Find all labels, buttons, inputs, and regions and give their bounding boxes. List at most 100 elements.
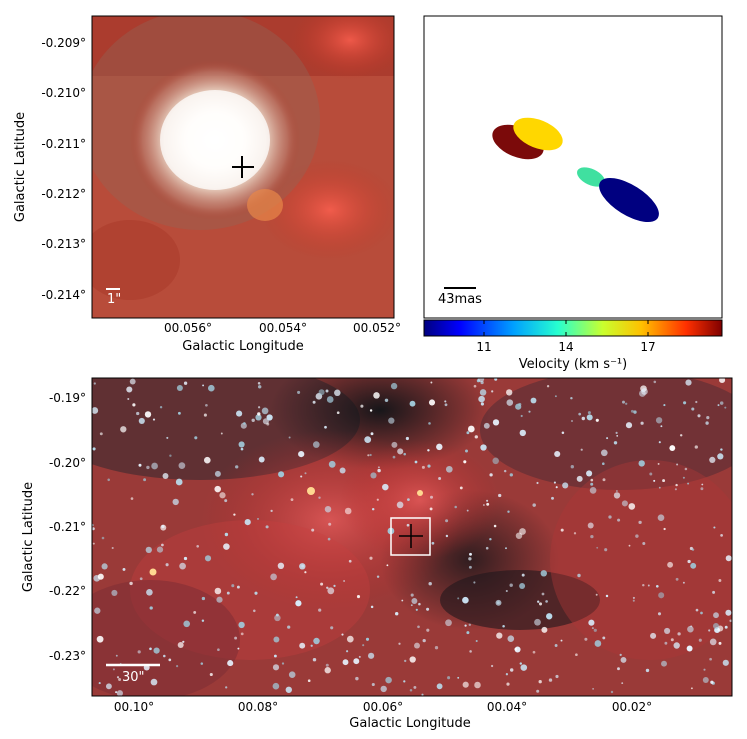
star xyxy=(333,584,336,588)
star xyxy=(638,520,642,525)
top-left-xticks: 00.056° 00.054° 00.052° xyxy=(164,321,401,335)
star xyxy=(145,546,152,554)
star xyxy=(695,608,699,612)
star xyxy=(498,493,502,498)
star xyxy=(272,664,280,671)
star xyxy=(468,557,472,561)
star xyxy=(600,449,608,457)
star xyxy=(606,437,609,440)
star xyxy=(358,655,361,658)
star xyxy=(143,478,147,482)
star xyxy=(658,486,661,489)
star xyxy=(92,447,96,451)
star xyxy=(304,472,307,475)
star xyxy=(708,629,711,632)
star xyxy=(690,625,693,628)
star xyxy=(313,637,320,645)
star xyxy=(390,382,398,390)
star xyxy=(318,608,322,612)
star xyxy=(257,385,262,389)
star xyxy=(465,449,468,453)
star xyxy=(589,487,597,494)
star xyxy=(227,660,234,667)
star xyxy=(367,454,370,457)
star xyxy=(628,503,636,510)
star xyxy=(691,548,695,551)
star xyxy=(454,505,457,509)
star xyxy=(224,532,229,537)
star xyxy=(445,465,453,473)
star xyxy=(169,454,172,457)
star xyxy=(591,627,594,630)
star xyxy=(445,619,452,627)
star xyxy=(382,483,389,491)
star xyxy=(555,486,558,489)
xtick-label: 00.054° xyxy=(259,321,307,335)
star xyxy=(444,403,448,407)
star xyxy=(625,402,628,405)
bottom-ylabel: Galactic Latitude xyxy=(21,482,36,592)
star xyxy=(700,611,703,615)
star xyxy=(642,542,646,545)
star xyxy=(657,514,665,522)
star xyxy=(307,487,315,495)
star xyxy=(105,683,112,690)
star xyxy=(667,561,674,568)
star xyxy=(130,497,134,500)
star xyxy=(409,656,416,663)
xtick-label: 00.052° xyxy=(353,321,401,335)
star xyxy=(628,544,631,547)
star xyxy=(96,635,104,643)
star xyxy=(414,460,418,464)
star xyxy=(657,462,660,465)
star xyxy=(702,677,709,683)
star xyxy=(413,685,417,689)
star xyxy=(290,498,294,502)
star xyxy=(93,382,96,385)
star xyxy=(138,417,145,424)
star xyxy=(604,548,608,552)
star xyxy=(111,546,114,550)
star xyxy=(586,414,593,421)
star xyxy=(562,482,569,489)
star xyxy=(485,546,489,550)
star xyxy=(369,556,373,560)
star xyxy=(273,636,280,643)
star xyxy=(520,414,523,418)
star xyxy=(709,638,717,646)
star xyxy=(682,581,685,584)
star xyxy=(281,662,285,665)
star xyxy=(235,465,239,469)
xtick-label: 00.02° xyxy=(612,700,652,714)
star xyxy=(238,441,245,448)
star xyxy=(251,493,254,496)
star xyxy=(236,410,243,417)
star xyxy=(661,660,667,667)
star xyxy=(725,555,732,562)
star xyxy=(617,518,621,522)
star xyxy=(343,580,346,582)
star xyxy=(577,573,581,578)
star xyxy=(664,641,668,645)
star xyxy=(324,505,332,513)
star xyxy=(367,652,375,659)
star xyxy=(538,680,542,684)
star xyxy=(360,404,364,408)
star xyxy=(578,412,582,416)
star xyxy=(492,457,499,465)
star xyxy=(687,559,691,564)
star xyxy=(664,627,671,634)
star xyxy=(655,417,663,424)
star xyxy=(327,537,331,541)
star xyxy=(304,571,307,574)
star xyxy=(328,460,336,468)
star xyxy=(183,381,188,385)
xtick-label: 00.08° xyxy=(238,700,278,714)
star xyxy=(261,407,269,415)
star xyxy=(694,445,698,449)
star xyxy=(436,683,443,690)
star xyxy=(541,626,548,633)
star xyxy=(675,577,679,581)
star xyxy=(647,584,650,587)
